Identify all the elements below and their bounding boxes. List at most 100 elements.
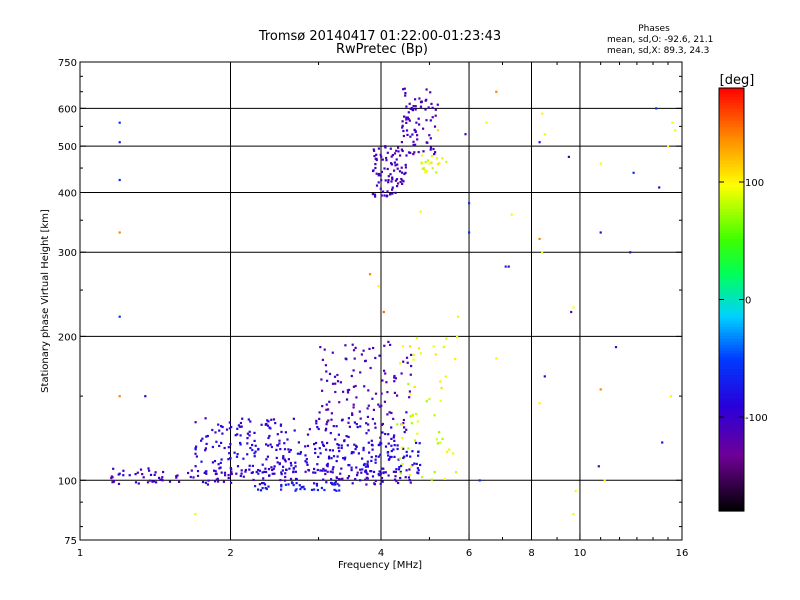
data-point (346, 444, 349, 447)
data-point (345, 398, 349, 401)
colorbar-segment (719, 302, 744, 307)
data-point (321, 441, 324, 444)
data-point (230, 481, 233, 484)
data-point (211, 445, 214, 449)
colorbar-segment (719, 293, 744, 298)
data-point (227, 474, 230, 477)
data-point (439, 441, 442, 444)
data-point (233, 451, 236, 454)
data-point (416, 134, 419, 137)
colorbar-segment (719, 118, 744, 122)
data-point (383, 400, 386, 403)
data-point (422, 150, 425, 153)
colorbar-segment (719, 384, 744, 388)
data-point (152, 480, 156, 483)
colorbar-segment (719, 447, 744, 452)
data-point (375, 153, 378, 156)
data-point (655, 107, 658, 110)
data-point (386, 413, 389, 416)
x-tick-label: 1 (77, 548, 83, 559)
data-point (323, 348, 326, 351)
data-point (423, 168, 426, 171)
data-point (325, 403, 328, 406)
data-point (356, 471, 359, 474)
data-point (412, 143, 415, 146)
data-point (396, 444, 399, 447)
data-point (168, 480, 172, 483)
colorbar-segment (719, 142, 744, 147)
data-point (206, 434, 209, 438)
colorbar-segment (719, 402, 744, 406)
data-point (248, 434, 251, 437)
data-point (189, 475, 192, 479)
data-point (361, 468, 364, 471)
data-point (230, 468, 233, 471)
data-point (390, 449, 393, 453)
data-point (325, 370, 328, 373)
data-point (330, 457, 333, 460)
data-point (282, 465, 285, 468)
colorbar-segment (719, 263, 744, 267)
colorbar-segment (719, 305, 744, 310)
data-point (387, 179, 390, 182)
colorbar-segment (719, 347, 744, 352)
data-point (352, 369, 355, 372)
data-point (332, 466, 335, 469)
data-point (433, 125, 437, 128)
data-point (389, 193, 392, 196)
data-point (393, 391, 396, 394)
data-point (330, 418, 333, 421)
data-point (141, 473, 144, 476)
data-point (357, 452, 360, 455)
data-point (367, 423, 370, 426)
data-point (325, 448, 328, 451)
data-point (393, 161, 396, 164)
data-point (142, 476, 145, 479)
data-point (325, 408, 328, 411)
data-point (392, 470, 395, 473)
data-point (322, 443, 325, 446)
colorbar-segment (719, 214, 744, 219)
data-point (353, 421, 356, 424)
data-point (322, 444, 325, 447)
data-point (218, 444, 221, 447)
colorbar-segment (719, 441, 744, 446)
data-point (381, 480, 384, 483)
data-point (216, 477, 219, 480)
data-point (204, 447, 207, 450)
data-point (110, 475, 113, 478)
data-point (379, 187, 382, 190)
data-point (236, 427, 239, 430)
data-point (319, 452, 322, 455)
data-point (387, 454, 390, 457)
colorbar-segment (719, 492, 744, 497)
colorbar: 100 0 -100 (718, 87, 768, 512)
data-point (409, 151, 412, 154)
data-point (280, 473, 283, 476)
data-point (390, 411, 393, 415)
data-point (292, 484, 295, 487)
data-point (407, 382, 410, 385)
data-point (377, 455, 380, 458)
data-point (205, 435, 208, 438)
data-point (223, 471, 227, 474)
data-point (419, 105, 423, 108)
data-point (371, 448, 374, 451)
data-point (456, 315, 460, 318)
data-point (402, 134, 405, 138)
data-point (161, 479, 164, 482)
data-point (279, 424, 282, 427)
data-point (395, 480, 398, 483)
data-point (148, 469, 151, 472)
data-point (413, 128, 416, 131)
data-point (421, 167, 424, 170)
data-point (318, 411, 321, 414)
data-point (262, 477, 265, 480)
data-point (240, 469, 243, 472)
data-point (396, 447, 399, 451)
data-point (445, 160, 448, 163)
axis-ticks: 1 2 4 6 8 10 16 75 100 200 300 400 500 600 750 (58, 58, 688, 559)
colorbar-segment (719, 287, 744, 292)
data-point (478, 479, 481, 482)
data-point (336, 373, 339, 377)
